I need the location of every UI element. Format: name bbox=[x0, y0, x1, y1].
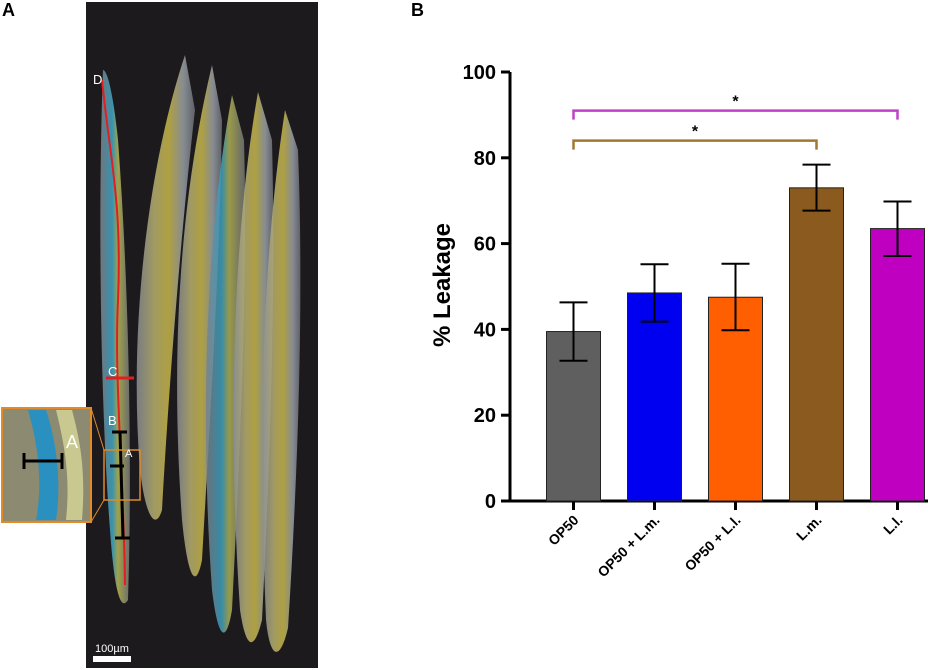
point-label-a: A bbox=[125, 448, 133, 460]
y-tick-label: 40 bbox=[474, 319, 496, 341]
panel-a-label: A bbox=[2, 0, 15, 20]
significance-star: * bbox=[732, 94, 739, 111]
error-bars bbox=[559, 163, 912, 362]
bar bbox=[627, 292, 682, 502]
significance-bracket bbox=[572, 139, 818, 150]
scale-bar bbox=[93, 656, 131, 662]
y-axis-label: % Leakage bbox=[429, 223, 456, 347]
x-axis: OP50 OP50 + L.m. OP50 + L.l. L.m. L.l. bbox=[509, 499, 928, 580]
x-tick-label: OP50 + L.l. bbox=[681, 512, 743, 574]
y-tick-label: 20 bbox=[474, 405, 496, 427]
leakage-bar-chart: 0 20 40 60 80 100 OP50 OP50 + L.m. OP50 + L.l. L… bbox=[429, 62, 928, 580]
point-label-d: D bbox=[93, 72, 102, 87]
point-label-c: C bbox=[108, 364, 117, 379]
scale-bar-label: 100µm bbox=[95, 643, 129, 655]
y-tick-label: 0 bbox=[485, 491, 496, 513]
bars bbox=[546, 187, 925, 502]
y-tick-label: 100 bbox=[463, 62, 496, 84]
worm-3 bbox=[177, 65, 222, 577]
x-tick-label: OP50 + L.m. bbox=[594, 512, 662, 580]
significance-star: * bbox=[692, 124, 699, 141]
y-tick-label: 80 bbox=[474, 148, 496, 170]
worm-6 bbox=[262, 110, 301, 652]
worm-micrograph: D C B A A 100µm bbox=[1, 2, 318, 668]
y-axis: 0 20 40 60 80 100 bbox=[463, 62, 512, 513]
zoom-box bbox=[103, 449, 141, 501]
inset-label-a: A bbox=[66, 432, 78, 452]
bar bbox=[789, 187, 844, 502]
bar bbox=[870, 228, 925, 502]
x-tick-label: L.m. bbox=[793, 512, 825, 544]
y-tick-label: 60 bbox=[474, 234, 496, 256]
worm-2 bbox=[136, 55, 195, 520]
significance-brackets: ** bbox=[572, 94, 899, 150]
x-tick-label: L.l. bbox=[880, 512, 906, 538]
panel-b-label: B bbox=[411, 0, 424, 20]
x-tick-label: OP50 bbox=[545, 512, 582, 549]
significance-bracket bbox=[572, 109, 899, 120]
point-label-b: B bbox=[108, 413, 117, 428]
